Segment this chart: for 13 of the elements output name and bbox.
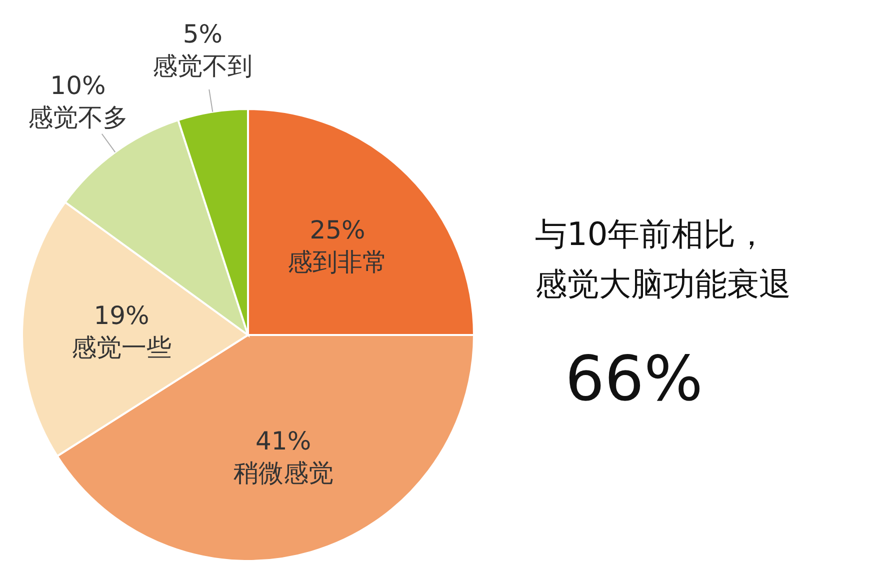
slice-label: 感觉不多 <box>28 102 128 132</box>
data-label: 5% <box>182 19 223 48</box>
text: 感觉大脑功能衰退 <box>535 265 791 303</box>
text: 与10年前相比， <box>535 215 768 253</box>
slice-label: 稍微感觉 <box>233 458 334 488</box>
data-label: 41% <box>256 426 312 456</box>
slice-label: 感觉一些 <box>72 333 172 362</box>
text: 66% <box>565 342 703 415</box>
data-label: 10% <box>50 70 106 100</box>
data-label: 19% <box>94 301 150 330</box>
slice-label: 感到非常 <box>287 248 388 277</box>
data-label: 25% <box>310 216 366 245</box>
slice-label: 感觉不到 <box>152 51 253 80</box>
